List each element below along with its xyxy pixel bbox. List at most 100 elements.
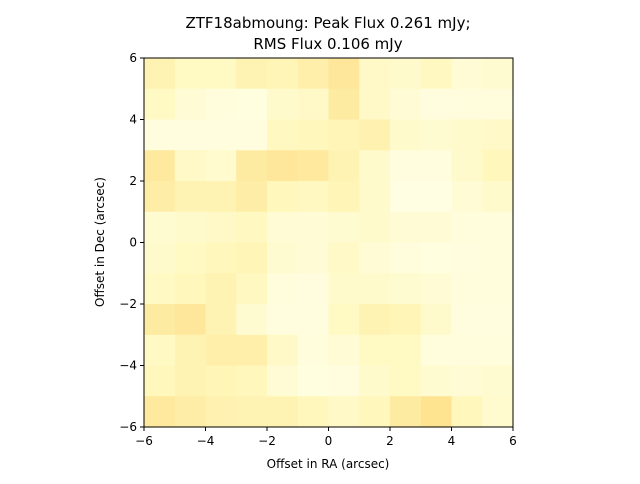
heatmap-cell xyxy=(297,119,330,151)
heatmap-cell xyxy=(390,181,422,213)
heatmap-cell xyxy=(205,396,237,428)
heatmap-cell xyxy=(482,88,514,121)
heatmap-cell xyxy=(267,119,299,151)
heatmap-cell xyxy=(482,365,514,397)
heatmap-cell xyxy=(482,334,514,367)
heatmap-cell xyxy=(267,242,299,274)
heatmap-cell xyxy=(236,273,268,305)
heatmap-cell xyxy=(174,119,207,151)
heatmap-cell xyxy=(267,273,299,305)
heatmap-cell xyxy=(328,58,360,90)
y-tick-label: −6 xyxy=(119,420,137,434)
heatmap-cell xyxy=(236,334,268,367)
heatmap-cell xyxy=(328,181,360,213)
heatmap-cell xyxy=(174,211,207,244)
heatmap-cell xyxy=(297,334,330,367)
heatmap-cell xyxy=(359,88,391,121)
y-tick-label: −4 xyxy=(119,359,137,373)
heatmap-cell xyxy=(174,396,207,428)
heatmap-cell xyxy=(144,211,176,244)
y-axis-ticks: −6 −4 −2 0 2 4 6 xyxy=(119,51,144,434)
heatmap-cell xyxy=(420,58,453,90)
heatmap-cell xyxy=(359,273,391,305)
x-axis-ticks: −6 −4 −2 0 2 4 6 xyxy=(135,427,517,448)
heatmap-cell xyxy=(236,211,268,244)
heatmap-cell xyxy=(267,88,299,121)
heatmap-cell xyxy=(174,365,207,397)
heatmap-cell xyxy=(174,150,207,182)
heatmap-cell xyxy=(420,396,453,428)
heatmap-cell xyxy=(267,150,299,182)
heatmap-cell xyxy=(205,365,237,397)
heatmap-cell xyxy=(482,181,514,213)
heatmap-cell xyxy=(205,119,237,151)
heatmap-cell xyxy=(482,242,514,274)
chart-title-line-1: ZTF18abmoung: Peak Flux 0.261 mJy; xyxy=(185,14,470,32)
y-tick-label: 6 xyxy=(129,51,137,65)
heatmap-cell xyxy=(420,150,453,182)
heatmap-cell xyxy=(144,273,176,305)
heatmap-cell xyxy=(328,88,360,121)
heatmap-cell xyxy=(359,396,391,428)
x-tick-label: 4 xyxy=(448,434,456,448)
chart-title: ZTF18abmoung: Peak Flux 0.261 mJy; RMS F… xyxy=(185,14,470,53)
heatmap-cell xyxy=(144,334,176,367)
heatmap-cell xyxy=(174,88,207,121)
heatmap-cell xyxy=(420,242,453,274)
heatmap-cell xyxy=(359,211,391,244)
heatmap-cell xyxy=(359,181,391,213)
heatmap-cell xyxy=(328,304,360,336)
heatmap-cell xyxy=(267,181,299,213)
heatmap-cell xyxy=(451,365,483,397)
x-tick-label: −2 xyxy=(258,434,276,448)
heatmap-cell xyxy=(390,211,422,244)
heatmap-cell xyxy=(482,273,514,305)
heatmap-cell xyxy=(236,150,268,182)
heatmap-cell xyxy=(144,304,176,336)
heatmap-cell xyxy=(174,242,207,274)
heatmap-cell xyxy=(451,304,483,336)
heatmap-cell xyxy=(236,365,268,397)
heatmap-cell xyxy=(328,119,360,151)
heatmap-cell xyxy=(328,150,360,182)
heatmap-cell xyxy=(144,88,176,121)
heatmap-cell xyxy=(174,273,207,305)
heatmap-cell xyxy=(297,88,330,121)
heatmap-cell xyxy=(451,396,483,428)
heatmap-cell xyxy=(420,365,453,397)
heatmap-cell xyxy=(144,396,176,428)
heatmap-cell xyxy=(236,242,268,274)
heatmap-cell xyxy=(482,58,514,90)
heatmap-cell xyxy=(359,58,391,90)
heatmap-cell xyxy=(297,181,330,213)
heatmap-cell xyxy=(420,273,453,305)
heatmap-cell xyxy=(205,242,237,274)
x-tick-label: −6 xyxy=(135,434,153,448)
heatmap-cell xyxy=(144,242,176,274)
heatmap-cell xyxy=(451,58,483,90)
heatmap-cell xyxy=(359,242,391,274)
heatmap-cell xyxy=(451,150,483,182)
heatmap-cell xyxy=(420,88,453,121)
x-tick-label: −4 xyxy=(197,434,215,448)
heatmap-cell xyxy=(144,365,176,397)
heatmap-cell xyxy=(236,88,268,121)
heatmap-cell xyxy=(328,242,360,274)
heatmap-cell xyxy=(390,273,422,305)
heatmap-cell xyxy=(205,273,237,305)
heatmap-cell xyxy=(451,181,483,213)
heatmap-cell xyxy=(297,396,330,428)
heatmap-cell xyxy=(144,58,176,90)
heatmap-cell xyxy=(205,150,237,182)
heatmap-cell xyxy=(236,58,268,90)
heatmap-cell xyxy=(205,181,237,213)
heatmap-cell xyxy=(174,181,207,213)
heatmap-cell xyxy=(420,181,453,213)
heatmap-cells xyxy=(144,58,514,428)
heatmap-cell xyxy=(390,396,422,428)
heatmap-cell xyxy=(144,181,176,213)
heatmap-cell xyxy=(420,211,453,244)
chart-title-line-2: RMS Flux 0.106 mJy xyxy=(253,35,402,53)
